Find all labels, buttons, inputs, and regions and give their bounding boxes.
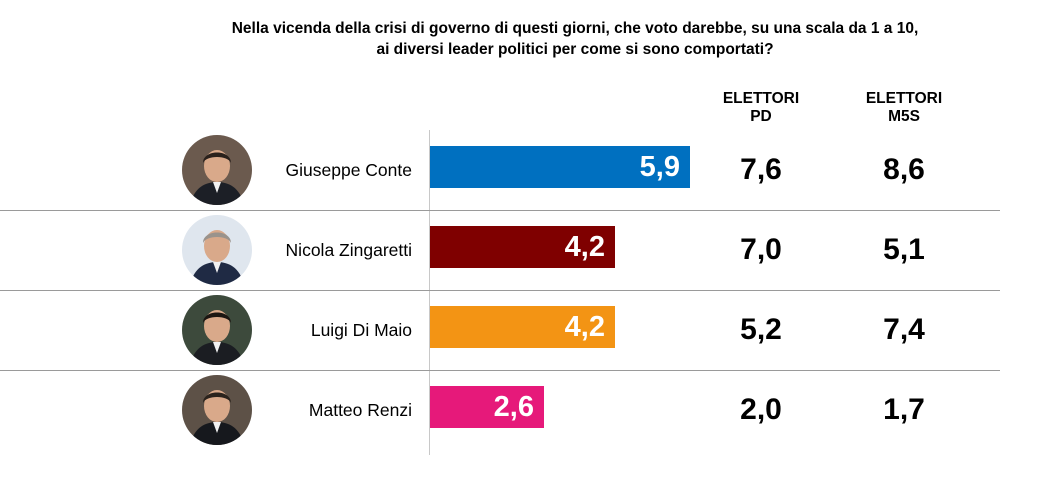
pd-voter-score: 7,0 xyxy=(740,233,782,266)
pd-voter-score: 7,6 xyxy=(740,153,782,186)
m5s-voter-score: 8,6 xyxy=(883,153,925,186)
bar-value-label: 2,6 xyxy=(493,391,534,423)
bar-value-label: 4,2 xyxy=(564,311,605,343)
column-header-pd-line-1: ELETTORI xyxy=(722,90,800,107)
leader-name: Matteo Renzi xyxy=(308,400,412,420)
portrait-photo-icon xyxy=(182,215,252,285)
m5s-voter-score: 5,1 xyxy=(883,233,925,266)
title-line-2: ai diversi leader politici per come si s… xyxy=(376,41,774,58)
column-header-m5s-line-2: M5S xyxy=(888,108,920,125)
leader-name: Luigi Di Maio xyxy=(310,320,412,340)
bar: 4,2 xyxy=(430,306,615,348)
pd-voter-score: 2,0 xyxy=(740,393,782,426)
table-row: Nicola Zingaretti 4,2 7,0 5,1 xyxy=(0,210,1000,290)
column-header-pd: ELETTORI PD xyxy=(706,90,816,126)
column-header-m5s: ELETTORI M5S xyxy=(849,90,959,126)
bar-value-label: 4,2 xyxy=(564,231,605,263)
column-header-pd-line-2: PD xyxy=(750,108,772,125)
bar-axis-line xyxy=(429,130,430,455)
leader-name: Nicola Zingaretti xyxy=(285,240,412,260)
chart-title: Nella vicenda della crisi di governo di … xyxy=(160,18,990,60)
table-row: Matteo Renzi 2,6 2,0 1,7 xyxy=(0,370,1000,450)
title-line-1: Nella vicenda della crisi di governo di … xyxy=(231,20,919,37)
m5s-voter-score: 7,4 xyxy=(883,313,925,346)
row-separator xyxy=(0,290,1000,291)
leader-name: Giuseppe Conte xyxy=(285,160,412,180)
portrait-photo-icon xyxy=(182,375,252,445)
bar: 5,9 xyxy=(430,146,690,188)
m5s-voter-score: 1,7 xyxy=(883,393,925,426)
table-row: Giuseppe Conte 5,9 7,6 8,6 xyxy=(0,130,1000,210)
table-row: Luigi Di Maio 4,2 5,2 7,4 xyxy=(0,290,1000,370)
column-header-m5s-line-1: ELETTORI xyxy=(865,90,943,107)
pd-voter-score: 5,2 xyxy=(740,313,782,346)
portrait-photo-icon xyxy=(182,135,252,205)
bar: 2,6 xyxy=(430,386,544,428)
portrait-photo-icon xyxy=(182,295,252,365)
row-separator xyxy=(0,210,1000,211)
row-separator xyxy=(0,370,1000,371)
bar: 4,2 xyxy=(430,226,615,268)
bar-value-label: 5,9 xyxy=(639,151,680,183)
